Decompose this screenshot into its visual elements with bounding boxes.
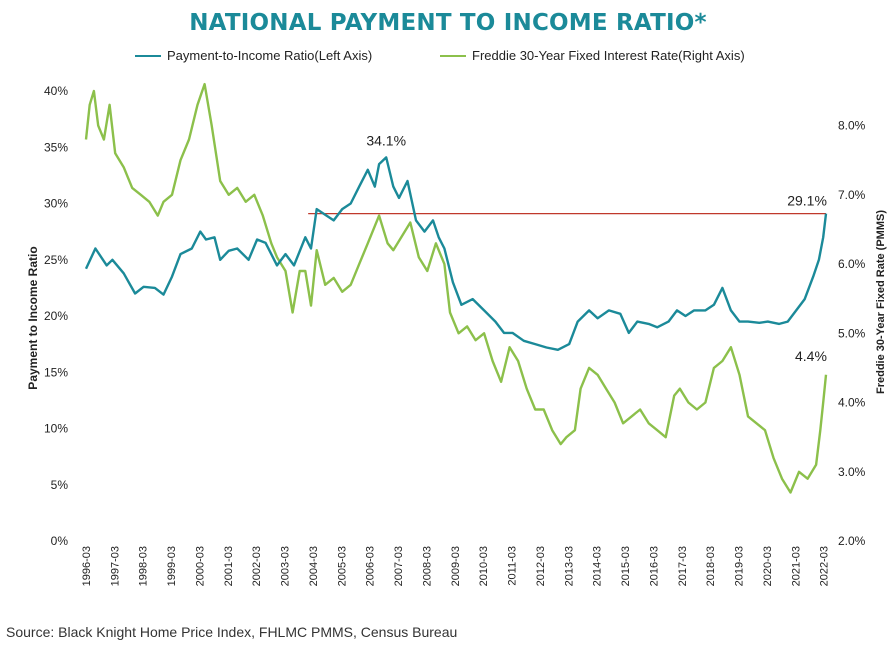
y-tick-label: 0% xyxy=(51,534,69,548)
legend-item-interest-rate: Freddie 30-Year Fixed Interest Rate(Righ… xyxy=(440,48,745,63)
x-tick-label: 2014-03 xyxy=(592,546,604,586)
x-tick-label: 2006-03 xyxy=(365,546,377,586)
y2-tick-label: 3.0% xyxy=(838,465,866,479)
x-tick-label: 2005-03 xyxy=(336,546,348,586)
y2-axis-title: Freddie 30-Year Fixed Rate (PMMS) xyxy=(875,210,887,394)
y-tick-label: 40% xyxy=(44,84,68,98)
chart-title: NATIONAL PAYMENT TO INCOME RATIO* xyxy=(189,10,707,36)
y2-tick-label: 6.0% xyxy=(838,257,866,271)
y2-tick-label: 8.0% xyxy=(838,119,866,133)
series-line-payment-to-income xyxy=(84,156,828,351)
y2-tick-label: 4.0% xyxy=(838,396,866,410)
x-tick-label: 2016-03 xyxy=(648,546,660,586)
x-tick-label: 2003-03 xyxy=(280,546,292,586)
y-tick-label: 15% xyxy=(44,365,68,379)
y-tick-label: 35% xyxy=(44,140,68,154)
x-tick-label: 2000-03 xyxy=(194,546,206,586)
x-tick-label: 2022-03 xyxy=(819,546,831,586)
y-tick-label: 25% xyxy=(44,253,68,267)
x-tick-label: 1996-03 xyxy=(81,546,93,586)
y-tick-label: 5% xyxy=(51,478,69,492)
x-tick-label: 2001-03 xyxy=(223,546,235,586)
x-tick-label: 2004-03 xyxy=(308,546,320,586)
x-tick-label: 1997-03 xyxy=(109,546,121,586)
legend-label-payment-to-income: Payment-to-Income Ratio(Left Axis) xyxy=(167,48,373,63)
x-tick-label: 2011-03 xyxy=(507,546,519,586)
x-tick-label: 2010-03 xyxy=(478,546,490,586)
x-tick-label: 2008-03 xyxy=(421,546,433,586)
x-tick-label: 2002-03 xyxy=(251,546,263,586)
y-axis-title: Payment to Income Ratio xyxy=(26,246,40,389)
x-tick-label: 2020-03 xyxy=(762,546,774,586)
y2-tick-label: 5.0% xyxy=(838,326,866,340)
x-tick-label: 2017-03 xyxy=(677,546,689,586)
x-tick-label: 1998-03 xyxy=(138,546,150,586)
x-tick-label: 2013-03 xyxy=(563,546,575,586)
source-note: Source: Black Knight Home Price Index, F… xyxy=(6,624,458,640)
data-annotation: 4.4% xyxy=(795,348,827,364)
legend-item-payment-to-income: Payment-to-Income Ratio(Left Axis) xyxy=(135,48,372,63)
x-tick-label: 2019-03 xyxy=(734,546,746,586)
data-annotation: 34.1% xyxy=(366,132,406,148)
x-tick-label: 1999-03 xyxy=(166,546,178,586)
x-tick-label: 2015-03 xyxy=(620,546,632,586)
legend-swatch-interest-rate xyxy=(440,54,466,57)
legend-label-interest-rate: Freddie 30-Year Fixed Interest Rate(Righ… xyxy=(472,48,745,63)
x-tick-label: 2021-03 xyxy=(790,546,802,586)
x-tick-label: 2009-03 xyxy=(450,546,462,586)
legend-swatch-payment-to-income xyxy=(135,54,161,57)
x-tick-label: 2018-03 xyxy=(705,546,717,586)
series-line-interest-rate xyxy=(84,82,828,494)
data-annotation: 29.1% xyxy=(787,193,827,209)
y2-tick-label: 7.0% xyxy=(838,188,866,202)
y2-tick-label: 2.0% xyxy=(838,534,866,548)
x-tick-label: 2012-03 xyxy=(535,546,547,586)
y-tick-label: 10% xyxy=(44,422,68,436)
x-tick-label: 2007-03 xyxy=(393,546,405,586)
y-tick-label: 30% xyxy=(44,197,68,211)
y-tick-label: 20% xyxy=(44,309,68,323)
